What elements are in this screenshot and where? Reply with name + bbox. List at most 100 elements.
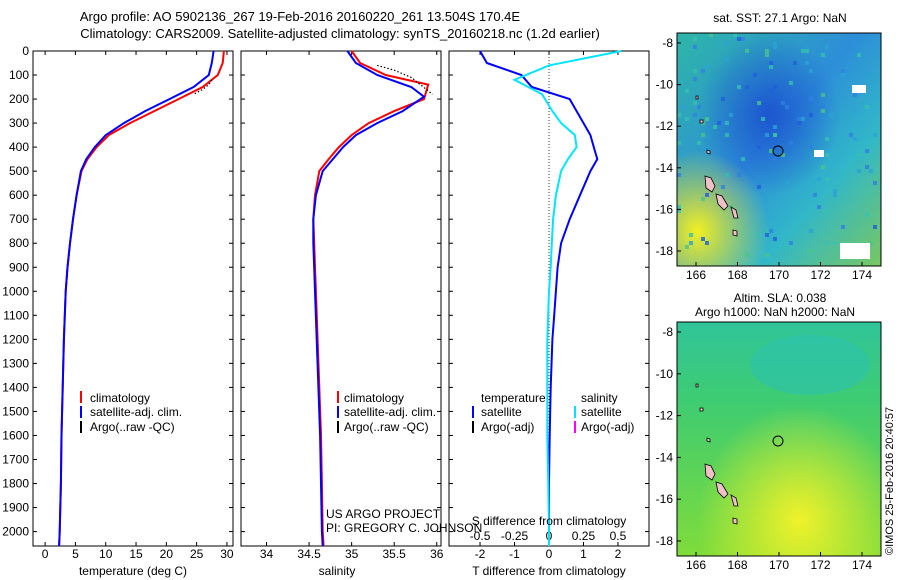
sst-pixel (841, 73, 845, 77)
depth-tick-label: 1600 (2, 428, 29, 442)
depth-tick-label: 100 (9, 68, 29, 82)
sst-pixel (681, 105, 685, 109)
sst-pixel (869, 241, 873, 245)
x-tick-label: 2 (615, 547, 622, 561)
sst-pixel (825, 45, 829, 49)
x-tick-label: 0 (42, 547, 49, 561)
sla-island-5 (695, 383, 699, 388)
sst-pixel (701, 237, 705, 241)
sst-map-warm-anomaly (677, 33, 881, 266)
temperature-panel-frame (32, 50, 234, 547)
sla-island-3 (730, 494, 739, 507)
x-tick-label: 34.5 (297, 547, 321, 561)
temperature-xlabel: temperature (deg C) (79, 564, 187, 578)
depth-tick-label: 1800 (2, 477, 29, 491)
sla-teal-patch (750, 335, 870, 395)
sst-pixel (753, 73, 757, 77)
map-x-tick-label: 170 (769, 268, 789, 282)
depth-axis: 0 100 200 300 400 500 600 700 800 900 1000 1100 1200… (2, 44, 29, 539)
difference-legend: temperature satellite Argo(-adj) salinit… (472, 391, 634, 434)
x-tick-label: 10 (99, 547, 113, 561)
salinity-satellite-line (512, 50, 622, 546)
sst-pixel (721, 97, 725, 101)
sst-pixel (725, 121, 729, 125)
sst-pixel (685, 117, 689, 121)
imos-credit: ©IMOS 25-Feb-2016 20:40:57 (884, 407, 896, 555)
sla-map: Altim. SLA: 0.038 Argo h1000: NaN h2000:… (656, 291, 882, 572)
x-tick-label: -2 (475, 547, 486, 561)
map-x-tick-label: 166 (686, 558, 706, 572)
temperature-panel: 0 5 10 15 20 25 30 temperature (deg C) climato… (32, 50, 234, 578)
sst-pixel (809, 229, 813, 233)
sst-pixel (769, 89, 773, 93)
sst-pixel (701, 197, 705, 201)
s-tick-label: 0.25 (572, 529, 596, 543)
sst-pixel (797, 121, 801, 125)
x-tick-label: 20 (160, 547, 174, 561)
sst-pixel (857, 53, 861, 57)
sst-pixel (725, 41, 729, 45)
sst-pixel (825, 153, 829, 157)
sst-pixel (677, 209, 681, 213)
x-tick-label: 1 (580, 547, 587, 561)
sst-pixel (833, 193, 837, 197)
sst-pixel (865, 105, 869, 109)
sst-pixel (857, 153, 861, 157)
satellite-adj-clim-line (312, 50, 426, 547)
sst-pixel (857, 169, 861, 173)
sst-pixel (757, 97, 761, 101)
sst-pixel (773, 85, 777, 89)
sst-pixel (681, 153, 685, 157)
salinity-legend: climatology satellite-adj. clim. Argo(..… (337, 391, 436, 434)
sst-pixel (853, 137, 857, 141)
sst-pixel (873, 225, 877, 229)
sst-island-2 (715, 193, 729, 211)
sla-island-7 (706, 437, 711, 443)
sst-pixel (697, 105, 701, 109)
s-tick-label: 0.5 (610, 529, 627, 543)
sst-pixel (873, 133, 877, 137)
sst-pixel (873, 177, 877, 181)
sst-pixel (821, 109, 825, 113)
map-x-tick-label: 166 (686, 268, 706, 282)
map-y-tick-label: -18 (656, 534, 674, 548)
legend-climatology-label: climatology (90, 391, 150, 405)
sst-pixel (701, 69, 705, 73)
sst-pixel (685, 245, 689, 249)
sst-pixel (701, 133, 705, 137)
sst-pixel (781, 101, 785, 105)
map-y-tick-label: -18 (656, 244, 674, 258)
sst-pixel (725, 57, 729, 61)
sst-pixel (841, 69, 845, 73)
sst-pixel (677, 205, 681, 209)
legend-argo-label: Argo(..raw -QC) (90, 420, 175, 434)
map-y-tick-label: -8 (662, 325, 673, 339)
sst-pixel (697, 141, 701, 145)
depth-tick-label: 400 (9, 140, 29, 154)
depth-tick-label: 0 (22, 44, 29, 58)
sst-pixel (693, 101, 697, 105)
sst-argo-position-marker (772, 145, 784, 157)
sla-island-4 (732, 517, 738, 525)
x-tick-label: 25 (190, 547, 204, 561)
x-tick-label: -1 (509, 547, 520, 561)
sst-pixel (865, 149, 869, 153)
sst-pixel (773, 125, 777, 129)
sst-pixel (789, 81, 793, 85)
sst-pixel (765, 253, 769, 257)
sla-argo-position-marker (772, 435, 784, 447)
sst-pixel (789, 141, 793, 145)
sst-pixel (757, 101, 761, 105)
sst-pixel (809, 97, 813, 101)
sst-missing-patch-1 (852, 85, 866, 93)
sst-pixel (705, 193, 709, 197)
sst-pixel (729, 113, 733, 117)
sst-pixel (677, 173, 681, 177)
map-y-tick-label: -14 (656, 161, 674, 175)
sla-map-title-line1: Altim. SLA: 0.038 (734, 291, 827, 305)
sst-pixel (721, 185, 725, 189)
map-x-tick-label: 168 (727, 558, 747, 572)
sst-pixel (705, 117, 709, 121)
depth-tick-label: 1400 (2, 380, 29, 394)
